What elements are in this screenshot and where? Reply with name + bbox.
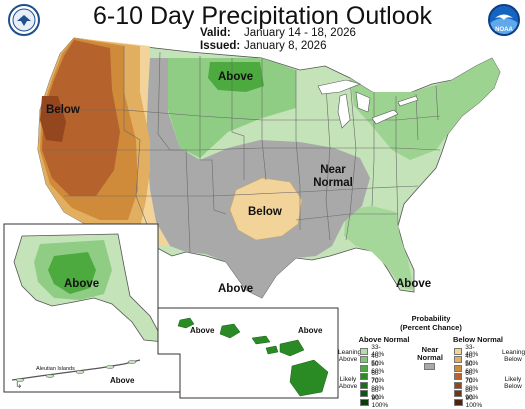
- legend-above-swatch: [360, 381, 369, 389]
- label-above-hawaii-2: Above: [298, 326, 323, 335]
- date-block: Valid: January 14 - 18, 2026 Issued: Janua…: [200, 27, 356, 53]
- legend-above-swatch: [360, 356, 369, 363]
- below-zone-south: [229, 177, 303, 241]
- label-above-alaska: Above: [64, 278, 100, 290]
- label-above-north: Above: [218, 71, 254, 83]
- label-below-south: Below: [248, 206, 282, 218]
- legend-below-swatch: [454, 390, 463, 397]
- legend-below-range-label: 80-90%: [465, 386, 479, 401]
- hawaii-islands: [177, 317, 329, 397]
- legend-above-range-label: 33-40%: [371, 344, 385, 358]
- legend-likely-below-2: Below: [504, 383, 522, 390]
- legend-above-swatch: [360, 390, 369, 397]
- aleutian-arrow-icon: ↳: [15, 380, 23, 390]
- valid-label: Valid:: [200, 27, 231, 39]
- legend-below-range-label: 50-60%: [465, 361, 479, 375]
- state-boundaries: [40, 46, 441, 253]
- noaa-logo-text: NOAA: [495, 27, 513, 33]
- legend-below-row: 70-80%: [454, 378, 481, 392]
- legend-below-row: 80-90%: [454, 387, 481, 401]
- label-above-florida: Above: [396, 278, 432, 290]
- legend-below-header: Below Normal: [452, 335, 503, 344]
- label-above-hawaii-1: Above: [190, 326, 215, 335]
- legend-below-swatch: [454, 373, 463, 380]
- label-near-normal-line1: Near: [320, 164, 346, 176]
- legend-above-swatch: [360, 398, 369, 406]
- label-aleutian-islands: Aleutian Islands: [36, 366, 75, 372]
- above-core-north: [208, 62, 264, 92]
- noaa-logo: NOAA: [488, 4, 520, 36]
- legend-above-swatch: [360, 373, 369, 380]
- label-below-west: Below: [46, 104, 80, 116]
- legend-above-range-label: 90-100%: [371, 395, 389, 409]
- valid-value: January 14 - 18, 2026: [244, 27, 356, 39]
- legend-above-row: 60-70%: [360, 370, 387, 384]
- legend-below-row: 50-60%: [454, 361, 481, 375]
- above-zone-northeast: [350, 58, 500, 160]
- legend-below-swatch: [454, 398, 463, 406]
- label-near-normal: Near Normal: [306, 164, 360, 190]
- legend-subtitle: (Percent Chance): [400, 323, 462, 332]
- page-title: 6-10 Day Precipitation Outlook: [92, 2, 433, 30]
- label-above-texas: Above: [218, 283, 254, 295]
- great-lakes: [317, 79, 419, 129]
- legend-below-row: 40-50%: [454, 353, 481, 367]
- legend-near-header-2: Normal: [417, 353, 443, 362]
- legend-below-range-label: 60-70%: [465, 369, 479, 384]
- aleutian-islands-shape: [11, 359, 141, 381]
- legend-near-header-1: Near: [421, 345, 439, 354]
- legend-leaning-below-1: Leaning: [502, 349, 525, 356]
- legend-below-swatch: [454, 347, 463, 355]
- legend-above-range-label: 40-50%: [371, 352, 385, 367]
- legend-above-row: 33-40%: [360, 344, 387, 358]
- legend-above-swatch: [360, 364, 369, 372]
- legend-above-row: 90-100%: [360, 395, 391, 409]
- legend-likely-above-2: Above: [338, 383, 358, 390]
- legend-below-row: 60-70%: [454, 370, 481, 384]
- legend-below-row: 90-100%: [454, 395, 485, 409]
- legend-above-header: Above Normal: [358, 335, 410, 344]
- noaa-bird-icon: NOAA: [490, 14, 518, 34]
- legend-below-swatch: [454, 356, 463, 363]
- legend-above-row: 40-50%: [360, 353, 387, 367]
- legend-below-row: 33-40%: [454, 344, 481, 358]
- legend-above-row: 80-90%: [360, 387, 387, 401]
- legend: Probability (Percent Chance) Above Norma…: [338, 314, 525, 409]
- legend-below-range-label: 40-50%: [465, 352, 479, 367]
- legend-below-swatch: [454, 364, 463, 372]
- issued-value: January 8, 2026: [244, 40, 327, 52]
- legend-above-range-label: 60-70%: [371, 369, 385, 384]
- legend-above-swatch: [360, 347, 369, 355]
- issued-label: Issued:: [200, 40, 241, 52]
- legend-likely-below-1: Likely: [504, 376, 522, 383]
- eagle-seal-icon: [12, 8, 36, 32]
- legend-above-range-label: 50-60%: [371, 361, 385, 375]
- legend-leaning-above-2: Above: [338, 356, 358, 363]
- aleutian-dots: [15, 360, 137, 382]
- legend-above-range-label: 80-90%: [371, 386, 385, 401]
- below-zone-west-peak: [40, 96, 66, 142]
- legend-title: Probability: [411, 314, 451, 323]
- above-zone-southeast: [344, 206, 414, 290]
- commerce-seal-logo: [8, 4, 40, 36]
- legend-above-row: 70-80%: [360, 378, 387, 392]
- legend-below-range-label: 33-40%: [465, 344, 479, 358]
- legend-above-row: 50-60%: [360, 361, 387, 375]
- near-normal-zone: [146, 58, 370, 298]
- label-near-normal-line2: Normal: [313, 177, 353, 189]
- legend-near-swatch: [424, 363, 435, 370]
- legend-above-range-label: 70-80%: [371, 378, 385, 392]
- legend-below-swatch: [454, 381, 463, 389]
- legend-likely-above-1: Likely: [339, 376, 357, 383]
- legend-below-range-label: 90-100%: [465, 395, 483, 409]
- alaska-above-core: [48, 252, 96, 294]
- label-above-aleutians: Above: [110, 376, 135, 385]
- legend-leaning-below-2: Below: [504, 356, 522, 363]
- legend-leaning-above-1: Leaning: [338, 349, 362, 356]
- legend-below-range-label: 70-80%: [465, 378, 479, 392]
- below-zone-west-core: [42, 40, 120, 196]
